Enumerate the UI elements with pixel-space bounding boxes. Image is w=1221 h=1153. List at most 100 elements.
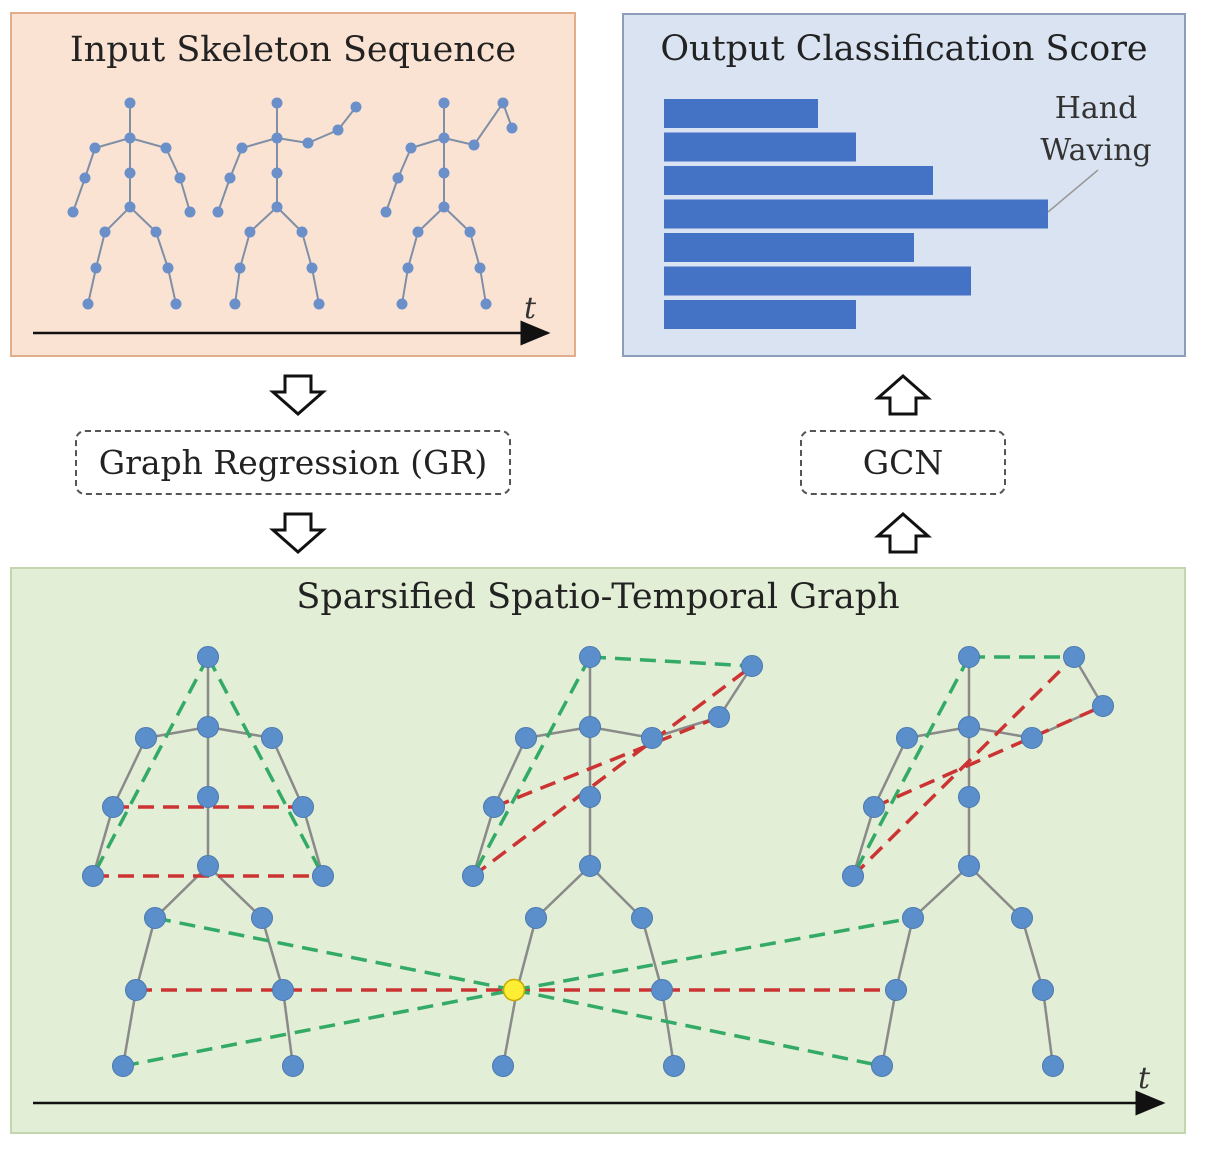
small-joint <box>350 101 362 113</box>
input-skeletons <box>67 97 518 310</box>
graph-joint <box>1092 695 1114 717</box>
up-arrow-2 <box>874 512 932 554</box>
green-dashed-edge <box>91 656 210 877</box>
small-bone <box>239 231 251 269</box>
small-joint <box>234 262 246 274</box>
small-joint <box>124 132 136 144</box>
bone <box>111 737 148 808</box>
graph-joint <box>102 796 124 818</box>
center-joint <box>502 978 526 1002</box>
small-joint <box>438 167 450 179</box>
small-bone <box>301 231 313 269</box>
small-bone <box>94 137 131 149</box>
bone <box>589 865 643 919</box>
small-joint <box>405 142 417 154</box>
graph-joint <box>112 1055 134 1077</box>
bone <box>535 865 591 919</box>
graph-joint <box>125 979 147 1001</box>
up-arrow-1 <box>874 374 932 416</box>
small-joint <box>438 97 450 109</box>
small-joint <box>302 137 314 149</box>
graph-joint <box>483 796 505 818</box>
small-bone <box>479 267 487 305</box>
graph-joint <box>663 1055 685 1077</box>
green-dashed-edge <box>206 656 325 877</box>
bone <box>912 865 970 919</box>
small-bone <box>417 206 445 233</box>
score-bar <box>664 266 971 296</box>
small-joint <box>438 132 450 144</box>
bone <box>121 989 138 1067</box>
graph-joint <box>261 727 283 749</box>
bone <box>872 737 909 808</box>
small-bone <box>167 267 177 305</box>
down-arrow-2 <box>269 512 327 554</box>
gcn-label: GCN <box>862 443 944 482</box>
graph-joint <box>741 655 763 677</box>
graph-joint <box>525 907 547 929</box>
graph-joint <box>492 1055 514 1077</box>
small-bone <box>234 267 241 305</box>
graph-joint <box>896 727 918 749</box>
bone <box>154 865 209 919</box>
graph-joint <box>197 786 219 808</box>
small-bone <box>249 206 278 233</box>
score-bars <box>664 99 1048 329</box>
graph-regression-step: Graph Regression (GR) <box>75 430 511 495</box>
graph-joint <box>641 727 663 749</box>
score-bar <box>664 166 933 195</box>
graph-joint <box>1042 1055 1064 1077</box>
graph-joint <box>197 646 219 668</box>
bone <box>1041 989 1055 1067</box>
graph-time-label: t <box>1138 1061 1151 1096</box>
graph-joint <box>958 646 980 668</box>
small-joint <box>244 226 256 238</box>
graph-joint <box>1063 646 1085 668</box>
small-joint <box>150 226 162 238</box>
small-bone <box>95 231 106 269</box>
small-bone <box>129 137 167 149</box>
bone <box>471 806 496 877</box>
small-bone <box>443 206 471 233</box>
small-bone <box>165 147 181 179</box>
input-skeleton-panel: Input Skeleton Sequence <box>10 12 576 357</box>
graph-panel-title: Sparsified Spatio-Temporal Graph <box>296 577 900 617</box>
graph-joint <box>515 727 537 749</box>
bone <box>301 806 325 877</box>
input-time-label: t <box>524 291 537 326</box>
small-joint <box>82 298 94 310</box>
graph-joint <box>144 907 166 929</box>
small-joint <box>184 206 196 218</box>
bone <box>1020 917 1045 991</box>
graph-joint <box>579 646 601 668</box>
score-bar <box>664 132 856 162</box>
bone <box>968 865 1023 919</box>
small-joint <box>124 167 136 179</box>
down-arrow-1 <box>269 374 327 416</box>
small-joint <box>296 226 308 238</box>
graph-joint <box>1021 727 1043 749</box>
small-joint <box>506 122 518 134</box>
graph-joint <box>651 979 673 1001</box>
graph-joint <box>842 865 864 887</box>
small-joint <box>271 132 283 144</box>
small-joint <box>79 172 91 184</box>
small-bone <box>385 177 399 213</box>
score-bar <box>664 300 856 329</box>
small-joint <box>402 262 414 274</box>
red-dashed-edge <box>851 655 1076 878</box>
small-joint <box>229 298 241 310</box>
red-dashed-edge <box>471 664 754 878</box>
graph-joint <box>272 979 294 1001</box>
bone <box>260 917 285 991</box>
small-joint <box>480 298 492 310</box>
graph-joint <box>902 907 924 929</box>
output-panel-title: Output Classification Score <box>660 29 1148 69</box>
small-joint <box>468 139 480 151</box>
small-joint <box>89 142 101 154</box>
spatio-temporal-graph <box>82 646 1114 1077</box>
gcn-step: GCN <box>800 430 1006 495</box>
small-bone <box>241 137 278 149</box>
small-joint <box>438 201 450 213</box>
small-joint <box>236 142 248 154</box>
